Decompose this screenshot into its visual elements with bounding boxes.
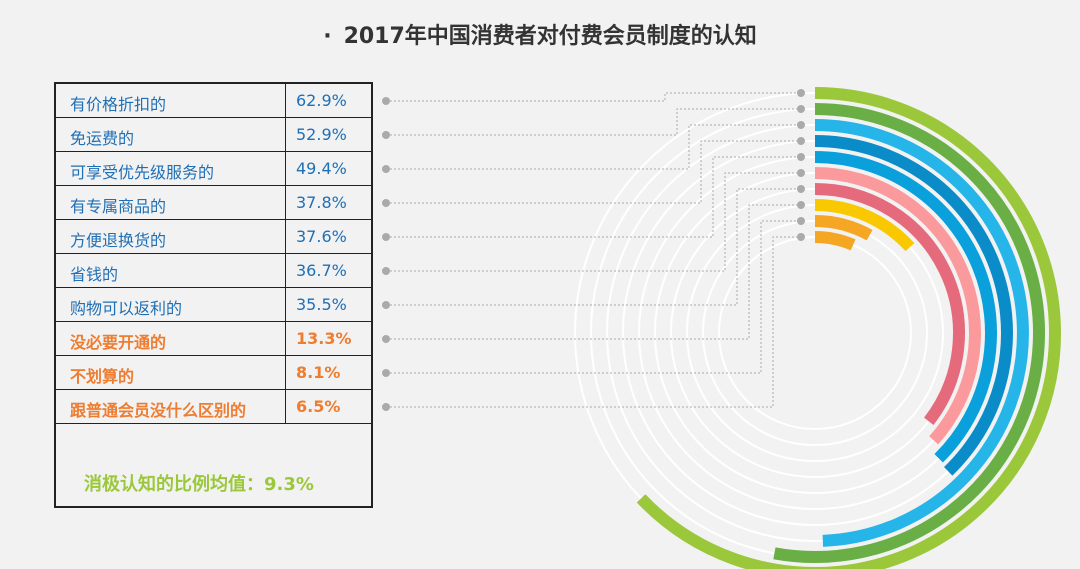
ring-track xyxy=(718,236,912,430)
bar-5 xyxy=(814,151,997,463)
row-label: 省钱的 xyxy=(70,265,119,284)
row-label: 有专属商品的 xyxy=(70,197,167,216)
table-row: 有专属商品的 37.8% xyxy=(56,186,371,220)
row-label: 可享受优先级服务的 xyxy=(70,163,215,182)
bar-2 xyxy=(773,103,1045,563)
column-divider xyxy=(285,152,286,186)
leader-dot-left xyxy=(382,165,390,173)
bar-6 xyxy=(814,167,981,445)
leader-dot-left xyxy=(382,301,390,309)
leader-dot-left xyxy=(382,131,390,139)
leader-dot-left xyxy=(382,97,390,105)
row-value: 49.4% xyxy=(296,159,347,178)
leader-dot-right xyxy=(797,217,805,225)
row-value: 37.6% xyxy=(296,227,347,246)
row-value: 62.9% xyxy=(296,91,347,110)
leader-dot-right xyxy=(797,89,805,97)
row-value: 6.5% xyxy=(296,397,341,416)
leader-dot-left xyxy=(382,403,390,411)
row-label: 没必要开通的 xyxy=(70,333,167,352)
leader-line xyxy=(386,236,801,408)
leader-dot-right xyxy=(797,153,805,161)
chart-title: · 2017年中国消费者对付费会员制度的认知 xyxy=(0,18,1080,50)
column-divider xyxy=(285,118,286,152)
table-row: 购物可以返利的 35.5% xyxy=(56,288,371,322)
column-divider xyxy=(285,288,286,322)
bar-4 xyxy=(814,135,1013,476)
row-value: 13.3% xyxy=(296,329,352,348)
legend-table: 消极认知的比例均值：9.3% 有价格折扣的 62.9% 免运费的 52.9% 可享受优先… xyxy=(54,82,373,508)
leader-dot-left xyxy=(382,335,390,343)
leader-dot-left xyxy=(382,199,390,207)
leader-line xyxy=(386,140,801,204)
row-value: 8.1% xyxy=(296,363,341,382)
table-row: 跟普通会员没什么区别的 6.5% xyxy=(56,390,371,424)
row-value: 52.9% xyxy=(296,125,347,144)
bar-8 xyxy=(814,199,915,252)
leader-dot-right xyxy=(797,169,805,177)
column-divider xyxy=(285,220,286,254)
leader-line xyxy=(386,204,801,340)
bar-7 xyxy=(814,183,965,425)
column-divider xyxy=(285,356,286,390)
row-value: 35.5% xyxy=(296,295,347,314)
table-row: 有价格折扣的 62.9% xyxy=(56,84,371,118)
table-row: 省钱的 36.7% xyxy=(56,254,371,288)
bar-10 xyxy=(814,231,856,251)
column-divider xyxy=(285,322,286,356)
table-row: 免运费的 52.9% xyxy=(56,118,371,152)
leader-dot-right xyxy=(797,137,805,145)
row-label: 有价格折扣的 xyxy=(70,95,167,114)
row-label: 方便退换货的 xyxy=(70,231,167,250)
column-divider xyxy=(285,186,286,220)
leader-dot-left xyxy=(382,267,390,275)
row-label: 购物可以返利的 xyxy=(70,299,183,318)
leader-dot-left xyxy=(382,369,390,377)
table-row: 没必要开通的 13.3% xyxy=(56,322,371,356)
row-label: 跟普通会员没什么区别的 xyxy=(70,401,247,420)
bar-3 xyxy=(814,119,1029,547)
table-row: 可享受优先级服务的 49.4% xyxy=(56,152,371,186)
leader-line xyxy=(386,108,801,136)
leader-line xyxy=(386,92,801,102)
column-divider xyxy=(285,254,286,288)
column-divider xyxy=(285,390,286,424)
column-divider xyxy=(285,84,286,118)
leader-dot-right xyxy=(797,201,805,209)
leader-dot-right xyxy=(797,105,805,113)
row-label: 不划算的 xyxy=(70,367,135,386)
row-label: 免运费的 xyxy=(70,129,135,148)
row-value: 36.7% xyxy=(296,261,347,280)
leader-dot-left xyxy=(382,233,390,241)
leader-line xyxy=(386,156,801,238)
leader-dot-right xyxy=(797,233,805,241)
title-bullet: · xyxy=(323,24,332,49)
row-value: 37.8% xyxy=(296,193,347,212)
table-row: 不划算的 8.1% xyxy=(56,356,371,390)
title-text: 2017年中国消费者对付费会员制度的认知 xyxy=(343,24,757,49)
table-row: 方便退换货的 37.6% xyxy=(56,220,371,254)
leader-line xyxy=(386,172,801,272)
leader-dot-right xyxy=(797,121,805,129)
negative-average-label: 消极认知的比例均值：9.3% xyxy=(84,474,314,495)
leader-line xyxy=(386,188,801,306)
leader-dot-right xyxy=(797,185,805,193)
leader-line xyxy=(386,124,801,170)
bar-9 xyxy=(814,215,873,241)
